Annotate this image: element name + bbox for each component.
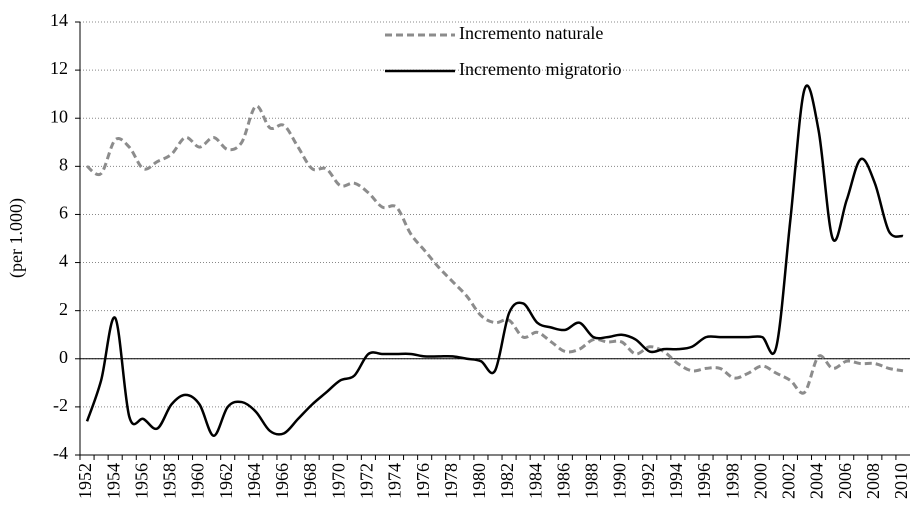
x-tick-label: 1998 xyxy=(722,463,742,499)
y-tick-label: 0 xyxy=(59,347,68,367)
x-tick-label: 1982 xyxy=(497,463,517,499)
x-tick-label: 1988 xyxy=(582,463,602,499)
series-line xyxy=(85,84,904,438)
x-tick-label: 2000 xyxy=(750,463,770,499)
x-tick-label: 1978 xyxy=(441,463,461,499)
x-tick-label: 1966 xyxy=(272,463,292,499)
series-line xyxy=(86,104,904,395)
x-tick-label: 1968 xyxy=(300,463,320,499)
x-tick-label: 1990 xyxy=(610,463,630,499)
x-tick-label: 2010 xyxy=(891,463,910,499)
x-tick-label: 1980 xyxy=(469,463,489,499)
x-tick-label: 2008 xyxy=(863,463,883,499)
x-tick-label: 1962 xyxy=(216,463,236,499)
x-tick-label: 1996 xyxy=(694,463,714,499)
y-tick-label: 2 xyxy=(59,299,68,319)
x-tick-label: 1994 xyxy=(666,463,686,499)
y-tick-label: -2 xyxy=(53,395,68,415)
y-tick-label: 14 xyxy=(50,10,68,30)
x-tick-label: 1952 xyxy=(75,463,95,499)
x-tick-label: 1986 xyxy=(553,463,573,499)
x-tick-label: 1974 xyxy=(385,463,405,499)
x-tick-label: 2002 xyxy=(779,463,799,499)
y-tick-label: 8 xyxy=(59,154,68,174)
x-tick-label: 2006 xyxy=(835,463,855,499)
x-tick-label: 1958 xyxy=(160,463,180,499)
x-tick-label: 1970 xyxy=(328,463,348,499)
x-tick-label: 1972 xyxy=(357,463,377,499)
x-tick-label: 1964 xyxy=(244,463,264,499)
x-tick-label: 1960 xyxy=(188,463,208,499)
x-tick-label: 1954 xyxy=(103,463,123,499)
x-tick-label: 1976 xyxy=(413,463,433,499)
legend-label: Incremento migratorio xyxy=(459,59,621,79)
x-tick-label: 2004 xyxy=(807,463,827,499)
legend-label: Incremento naturale xyxy=(459,23,603,43)
x-tick-label: 1984 xyxy=(525,463,545,499)
y-tick-label: 10 xyxy=(50,106,68,126)
y-tick-label: 12 xyxy=(50,58,68,78)
x-tick-label: 1992 xyxy=(638,463,658,499)
y-tick-label: 4 xyxy=(59,251,68,271)
y-tick-label: -4 xyxy=(53,443,68,463)
y-axis-label: (per 1.000) xyxy=(6,198,27,278)
y-tick-label: 6 xyxy=(59,203,68,223)
x-tick-label: 1956 xyxy=(131,463,151,499)
